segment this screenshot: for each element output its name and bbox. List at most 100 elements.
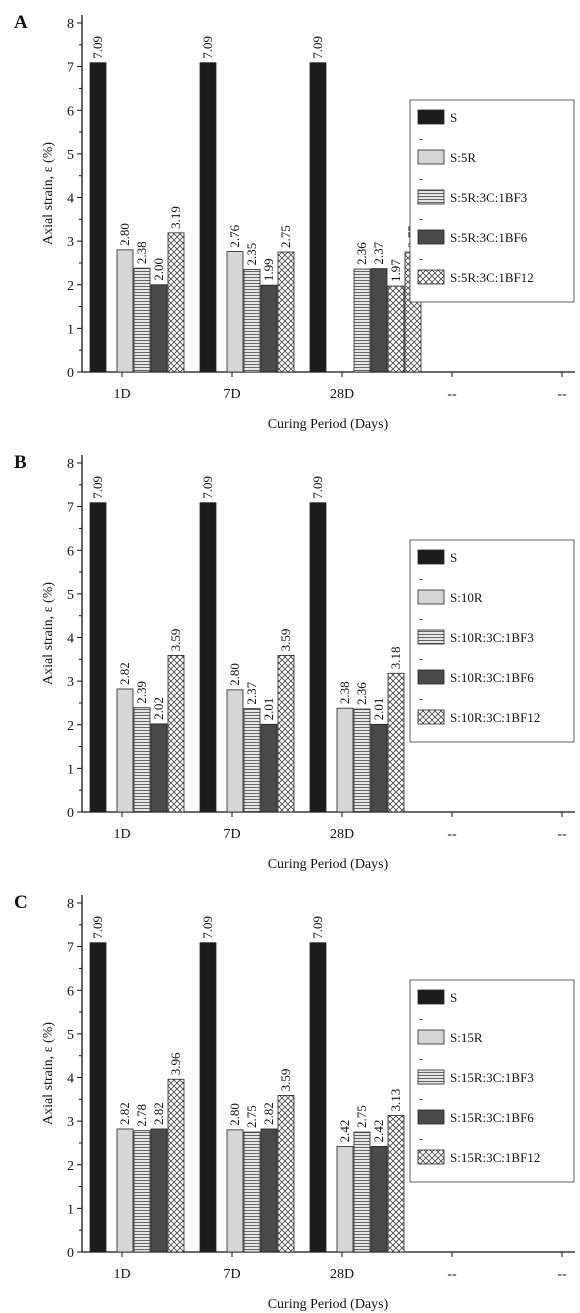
x-tick-label: -- — [557, 827, 567, 842]
bar-value-label: 2.01 — [371, 698, 386, 721]
y-tick-label: 6 — [67, 104, 74, 119]
x-tick-label: 28D — [330, 827, 354, 842]
bar-s-5r-3c-1bf3-7d — [243, 269, 261, 373]
bar-value-label: 2.78 — [134, 1104, 149, 1127]
bar-value-label: 2.38 — [134, 241, 149, 264]
x-tick-label: 28D — [330, 387, 354, 402]
bar-value-label: 2.35 — [244, 243, 259, 266]
legend-entry-label: S:5R — [450, 150, 476, 165]
bar-value-label: 2.80 — [227, 1103, 242, 1126]
bar-s-10r-3c-1bf3-28d — [353, 708, 371, 813]
x-axis-label: Curing Period (Days) — [268, 857, 389, 872]
legend: S - S:5R - S:5R:3C:1BF3 - S:5R:3C:1BF6 - S:5R:3C… — [409, 99, 575, 303]
bar-value-label: 3.59 — [278, 1069, 293, 1092]
legend-dash: - — [419, 173, 423, 185]
bar-value-label: 2.82 — [117, 662, 132, 685]
bar-s-15r-7d — [226, 1129, 244, 1253]
y-tick-label: 8 — [67, 897, 74, 912]
legend-entry-label: S — [450, 110, 457, 125]
y-tick-label: 1 — [67, 322, 74, 337]
legend-swatch — [417, 189, 445, 205]
bar-value-label: 2.42 — [371, 1120, 386, 1143]
bar-value-label: 2.01 — [261, 698, 276, 721]
legend-swatch — [417, 989, 445, 1005]
y-tick-label: 8 — [67, 17, 74, 32]
bar-s-5r-3c-1bf3-1d — [133, 267, 151, 373]
y-tick-label: 3 — [67, 235, 74, 250]
bar-s-15r-3c-1bf3-28d — [353, 1131, 371, 1253]
bar-s-5r-3c-1bf6-1d — [150, 284, 168, 373]
bar-s-28d — [309, 62, 327, 373]
bar-s-15r-3c-1bf3-7d — [243, 1131, 261, 1253]
bar-s-10r-3c-1bf12-1d — [167, 654, 185, 813]
legend-dash: - — [419, 1133, 423, 1145]
legend-dash: - — [419, 213, 423, 225]
bar-value-label: 7.09 — [90, 36, 105, 59]
legend-dash: - — [419, 1093, 423, 1105]
bar-s-5r-1d — [116, 249, 134, 373]
bar-s-5r-3c-1bf12-7d — [277, 251, 295, 373]
bar-s-10r-3c-1bf6-7d — [260, 723, 278, 813]
bar-value-label: 7.09 — [90, 916, 105, 939]
y-tick-label: 1 — [67, 762, 74, 777]
bar-s-10r-3c-1bf12-28d — [387, 672, 405, 813]
y-tick-label: 5 — [67, 588, 74, 603]
y-tick-label: 2 — [67, 1159, 74, 1174]
bar-value-label: 2.38 — [337, 681, 352, 704]
legend-dash: - — [419, 613, 423, 625]
legend-dash: - — [419, 573, 423, 585]
x-tick-label: -- — [557, 1267, 567, 1282]
legend-entry-label: S:15R:3C:1BF12 — [450, 1150, 540, 1165]
bar-value-label: 7.09 — [310, 476, 325, 499]
legend-swatch — [417, 269, 445, 285]
bar-s-10r-1d — [116, 688, 134, 813]
legend: S - S:10R - S:10R:3C:1BF3 - S:10R:3C:1BF6 - S:10… — [409, 539, 575, 743]
bar-s-5r-3c-1bf12-28d — [387, 285, 405, 373]
bar-s-10r-3c-1bf6-1d — [150, 723, 168, 813]
bar-value-label: 2.37 — [244, 681, 259, 704]
bar-s-5r-7d — [226, 251, 244, 373]
legend-swatch — [417, 669, 445, 685]
y-tick-label: 2 — [67, 719, 74, 734]
x-tick-label: -- — [447, 827, 457, 842]
legend-entry-label: S:5R:3C:1BF12 — [450, 270, 534, 285]
y-tick-label: 4 — [67, 1072, 74, 1087]
legend: S - S:15R - S:15R:3C:1BF3 - S:15R:3C:1BF6 - S:15… — [409, 979, 575, 1183]
bar-value-label: 2.76 — [227, 224, 242, 247]
bar-s-15r-3c-1bf6-7d — [260, 1128, 278, 1253]
y-tick-label: 7 — [67, 61, 74, 76]
bar-value-label: 7.09 — [310, 916, 325, 939]
y-tick-label: 4 — [67, 632, 74, 647]
x-tick-label: -- — [447, 1267, 457, 1282]
legend-swatch — [417, 1069, 445, 1085]
legend-entry-label: S — [450, 550, 457, 565]
y-tick-label: 4 — [67, 192, 74, 207]
panel-label: A — [14, 12, 28, 33]
bar-value-label: 1.99 — [261, 258, 276, 281]
x-axis-label: Curing Period (Days) — [268, 417, 389, 432]
legend-dash: - — [419, 1013, 423, 1025]
y-tick-label: 5 — [67, 148, 74, 163]
bar-s-10r-28d — [336, 707, 354, 813]
y-tick-label: 3 — [67, 675, 74, 690]
legend-swatch — [417, 709, 445, 725]
y-tick-label: 8 — [67, 457, 74, 472]
legend-entry-label: S — [450, 990, 457, 1005]
legend-entry-label: S:15R:3C:1BF3 — [450, 1070, 534, 1085]
legend-dash: - — [419, 653, 423, 665]
bar-s-10r-7d — [226, 689, 244, 813]
bar-value-label: 7.09 — [90, 476, 105, 499]
bar-value-label: 7.09 — [200, 36, 215, 59]
legend-swatch — [417, 549, 445, 565]
bar-value-label: 2.75 — [244, 1105, 259, 1128]
bar-value-label: 2.36 — [354, 682, 369, 705]
bar-value-label: 2.37 — [371, 241, 386, 264]
bar-s-5r-3c-1bf12-1d — [167, 232, 185, 373]
bar-value-label: 3.13 — [388, 1089, 403, 1112]
legend-swatch — [417, 229, 445, 245]
y-axis-label: Axial strain, ε (%) — [41, 582, 56, 685]
legend-entry-label: S:10R:3C:1BF12 — [450, 710, 540, 725]
bar-s-15r-3c-1bf12-7d — [277, 1094, 295, 1253]
